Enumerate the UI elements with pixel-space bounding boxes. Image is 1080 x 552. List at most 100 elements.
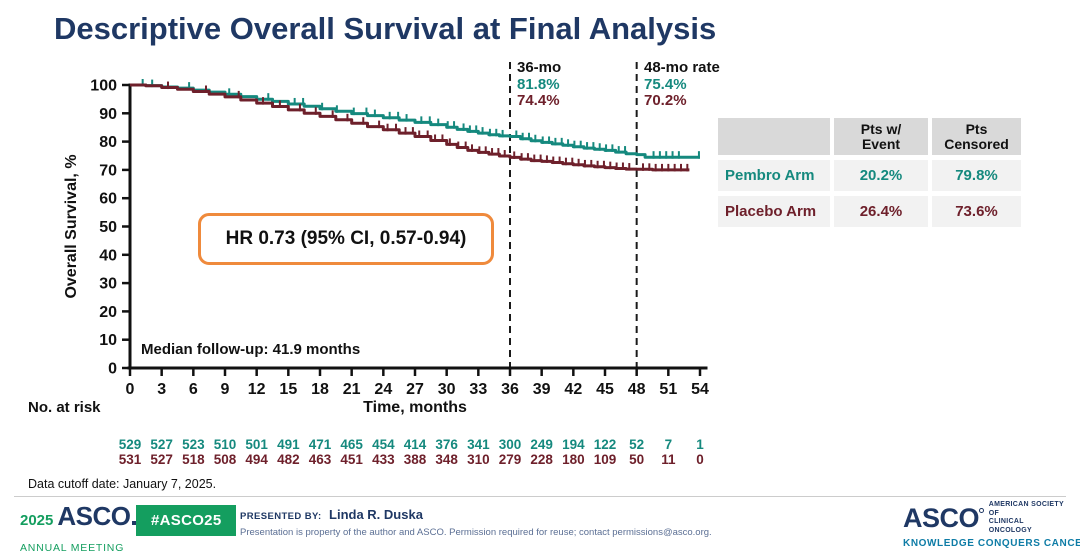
svg-text:27: 27 <box>406 381 424 398</box>
annotation-48mo-pembro-rate: 75.4% <box>644 75 687 93</box>
annotation-36mo-title: 36-mo <box>517 59 562 76</box>
svg-text:527: 527 <box>150 452 173 467</box>
table-row-pembro-censored: 79.8% <box>932 160 1021 191</box>
svg-text:527: 527 <box>150 437 173 452</box>
svg-text:7: 7 <box>665 437 673 452</box>
hashtag-badge: #ASCO25 <box>136 505 237 536</box>
svg-text:0: 0 <box>126 381 135 398</box>
svg-text:24: 24 <box>374 381 392 398</box>
presenter-name: Linda R. Duska <box>329 507 423 522</box>
svg-text:414: 414 <box>404 437 427 452</box>
svg-text:471: 471 <box>309 437 332 452</box>
svg-text:54: 54 <box>691 381 709 398</box>
svg-text:50: 50 <box>629 452 644 467</box>
y-axis-label: Overall Survival, % <box>63 154 80 298</box>
svg-text:60: 60 <box>99 191 117 208</box>
table-row-placebo-event: 26.4% <box>834 196 928 227</box>
svg-text:228: 228 <box>530 452 553 467</box>
asco-logo-mark-icon <box>131 521 136 525</box>
table-header-pts-censored: Pts Censored <box>932 118 1021 155</box>
no-at-risk-label: No. at risk <box>28 399 101 416</box>
table-row-pembro-label: Pembro Arm <box>718 160 830 191</box>
svg-text:451: 451 <box>340 452 363 467</box>
x-axis-label: Time, months <box>363 399 467 416</box>
svg-text:3: 3 <box>157 381 166 398</box>
svg-text:30: 30 <box>438 381 456 398</box>
table-header-pts-event-line2: Event <box>861 135 901 152</box>
asco-society-logo: ASCO AMERICAN SOCIETY OF CLINICAL ONCOLO… <box>903 501 1080 549</box>
svg-text:348: 348 <box>435 452 458 467</box>
svg-text:90: 90 <box>99 106 117 123</box>
annotation-36mo: 36-mo 81.8% 74.4% <box>517 59 637 110</box>
svg-text:341: 341 <box>467 437 490 452</box>
table-header-pts-event-line1: Pts w/ <box>860 120 902 137</box>
svg-text:100: 100 <box>90 78 117 95</box>
median-followup-label: Median follow-up: 41.9 months <box>141 341 361 358</box>
svg-text:0: 0 <box>108 361 117 378</box>
presented-by: PRESENTED BY: Linda R. Duska <box>240 506 423 524</box>
society-name-line2: CLINICAL ONCOLOGY <box>988 518 1032 534</box>
svg-text:122: 122 <box>594 437 617 452</box>
svg-text:0: 0 <box>696 452 704 467</box>
svg-text:249: 249 <box>530 437 553 452</box>
svg-text:80: 80 <box>99 134 117 151</box>
table-row-placebo-label: Placebo Arm <box>718 196 830 227</box>
svg-text:109: 109 <box>594 452 617 467</box>
society-name-line1: AMERICAN SOCIETY OF <box>988 501 1064 517</box>
svg-text:454: 454 <box>372 437 395 452</box>
logo-year: 2025 <box>20 512 54 529</box>
svg-text:40: 40 <box>99 247 117 264</box>
svg-text:465: 465 <box>340 437 363 452</box>
svg-text:20: 20 <box>99 304 117 321</box>
svg-text:463: 463 <box>309 452 332 467</box>
svg-text:310: 310 <box>467 452 490 467</box>
svg-text:12: 12 <box>248 381 266 398</box>
svg-text:523: 523 <box>182 437 205 452</box>
annotation-36mo-pembro-rate: 81.8% <box>517 75 560 93</box>
annotation-48mo-placebo-rate: 70.2% <box>644 92 687 109</box>
svg-text:531: 531 <box>119 452 142 467</box>
svg-text:18: 18 <box>311 381 329 398</box>
svg-text:180: 180 <box>562 452 585 467</box>
svg-text:9: 9 <box>221 381 230 398</box>
slide-title: Descriptive Overall Survival at Final An… <box>54 11 717 46</box>
table-row-pembro-event: 20.2% <box>834 160 928 191</box>
svg-text:52: 52 <box>629 437 644 452</box>
svg-text:376: 376 <box>435 437 458 452</box>
society-name: AMERICAN SOCIETY OF CLINICAL ONCOLOGY <box>989 501 1068 535</box>
svg-text:36: 36 <box>501 381 519 398</box>
svg-text:15: 15 <box>279 381 297 398</box>
svg-text:194: 194 <box>562 437 585 452</box>
hazard-ratio-box: HR 0.73 (95% CI, 0.57-0.94) <box>198 213 494 265</box>
svg-text:482: 482 <box>277 452 300 467</box>
svg-text:300: 300 <box>499 437 522 452</box>
svg-text:10: 10 <box>99 332 117 349</box>
registered-mark-icon <box>979 507 984 513</box>
table-header-pts-censored-line2: Censored <box>944 135 1009 152</box>
logo-asco-text: ASCO <box>57 501 131 531</box>
logo-annual-meeting-text: ANNUAL MEETING <box>20 542 125 552</box>
svg-text:70: 70 <box>99 162 117 179</box>
svg-text:33: 33 <box>469 381 487 398</box>
footer-divider <box>14 496 1066 497</box>
at-risk-row-placebo-arm: 531 527 518 508 494 482 463 451 433 388 348 310 279 2… <box>119 452 704 467</box>
svg-text:1: 1 <box>696 437 704 452</box>
annotation-36mo-placebo-rate: 74.4% <box>517 92 560 109</box>
svg-text:30: 30 <box>99 276 117 293</box>
table-row-placebo-censored: 73.6% <box>932 196 1021 227</box>
y-tick-labels: 0 10 20 30 40 50 60 70 80 90 100 <box>90 78 117 378</box>
svg-text:39: 39 <box>533 381 551 398</box>
asco-annual-meeting-logo: 2025 ASCO ANNUAL MEETING <box>20 501 136 552</box>
svg-text:529: 529 <box>119 437 142 452</box>
asco-tagline: KNOWLEDGE CONQUERS CANCER <box>903 538 1080 549</box>
svg-text:508: 508 <box>214 452 237 467</box>
svg-text:45: 45 <box>596 381 614 398</box>
svg-text:494: 494 <box>245 452 268 467</box>
table-header-empty <box>718 118 830 155</box>
svg-text:510: 510 <box>214 437 237 452</box>
svg-text:42: 42 <box>564 381 582 398</box>
table-header-pts-censored-line1: Pts <box>965 120 988 137</box>
asco-society-logo-text: ASCO <box>903 503 980 533</box>
svg-text:21: 21 <box>343 381 361 398</box>
